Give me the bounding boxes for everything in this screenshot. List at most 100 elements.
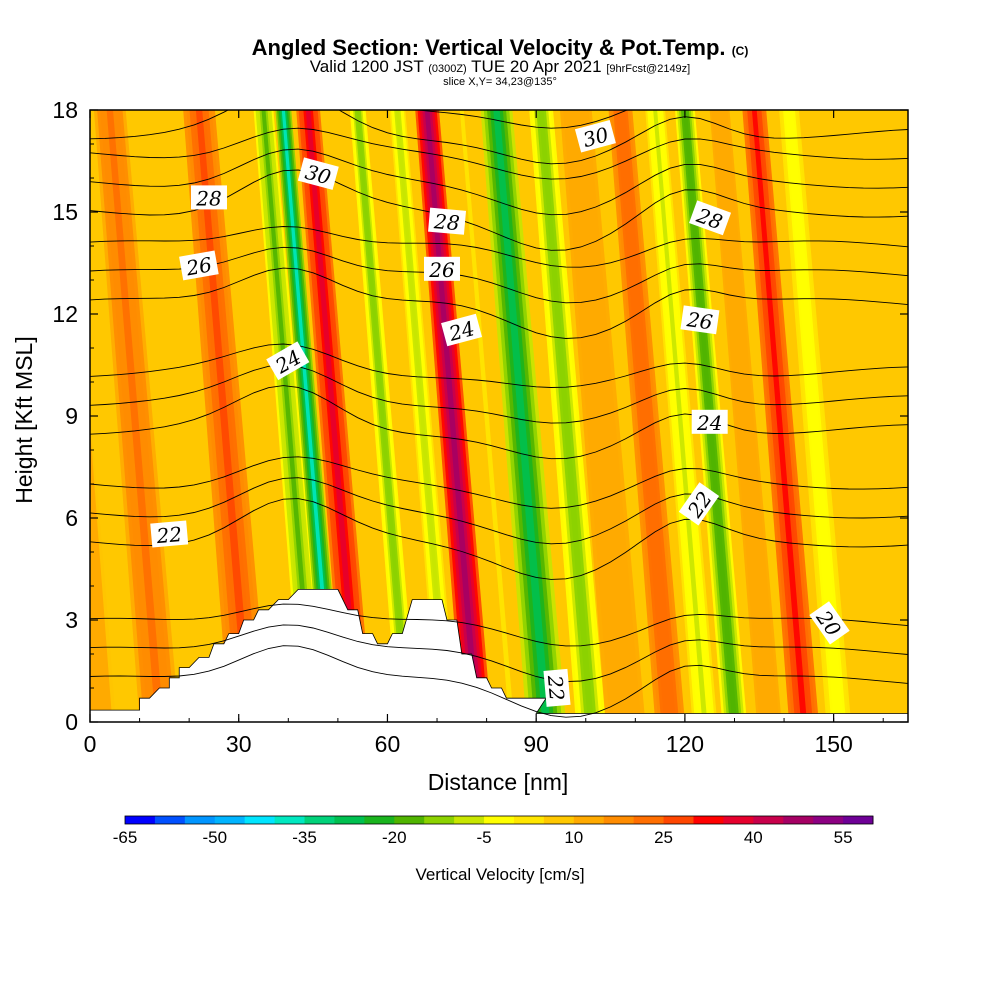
contour-label: 22 [150, 520, 189, 548]
colorbar-label: -20 [382, 828, 407, 847]
x-tick-label: 60 [375, 731, 401, 757]
velocity-band [608, 110, 685, 722]
velocity-band-layer [90, 162, 137, 722]
velocity-band-layer [305, 110, 361, 722]
velocity-band [529, 110, 606, 722]
velocity-band [93, 110, 180, 722]
velocity-band [296, 110, 373, 722]
contour-label-box [266, 341, 310, 381]
velocity-band [811, 110, 889, 722]
theta-contour-line [90, 127, 908, 180]
theta-contour-line [90, 477, 908, 545]
colorbar-label: 10 [564, 828, 583, 847]
velocity-band [228, 110, 301, 722]
contour-label-text: 22 [543, 673, 569, 701]
colorbar-swatch [843, 816, 874, 824]
contour-label-text: 24 [696, 411, 722, 435]
contour-label-box [678, 482, 720, 526]
y-tick-label: 0 [65, 709, 78, 735]
colorbar-swatch [364, 816, 395, 824]
colorbar-swatch [394, 816, 425, 824]
contour-label-box [150, 520, 189, 548]
contour-label-text: 26 [685, 307, 715, 334]
velocity-band [374, 110, 442, 722]
colorbar-swatch [304, 816, 335, 824]
velocity-band-layer [281, 110, 335, 722]
contour-label-box [680, 305, 720, 335]
velocity-band-layer [90, 196, 134, 722]
colorbar-swatch [543, 816, 575, 824]
colorbar-swatch [693, 816, 724, 824]
theta-contour-line [90, 246, 908, 304]
contour-label-text: 28 [432, 209, 460, 235]
slice-label: slice X,Y= 34,23@135° [443, 76, 557, 88]
velocity-band-layer [395, 110, 449, 722]
y-tick-label: 18 [52, 97, 78, 123]
velocity-band-layer [653, 110, 708, 722]
y-tick-label: 6 [65, 505, 78, 531]
colorbar-swatch [214, 816, 246, 824]
colorbar-title: Vertical Velocity [cm/s] [415, 865, 584, 884]
velocity-band [275, 110, 343, 722]
theta-contour-line [90, 110, 629, 129]
colorbar-swatch [573, 816, 605, 824]
theta-contour-line [90, 385, 908, 460]
theta-contour-line [90, 267, 908, 339]
colorbar-label: 55 [834, 828, 853, 847]
theta-contour-line [90, 110, 908, 165]
velocity-band-layer [90, 128, 141, 722]
colorbar-swatch [813, 816, 844, 824]
theta-contour-line [90, 624, 908, 683]
contour-label: 28 [190, 185, 227, 210]
colorbar-swatch [184, 816, 216, 824]
velocity-band [480, 110, 566, 722]
contour-label-box [179, 250, 219, 281]
velocity-band-layer [493, 110, 551, 722]
colorbar-label: -35 [292, 828, 317, 847]
theta-contour-line [90, 364, 908, 424]
colorbar-swatch [244, 816, 276, 824]
x-tick-label: 0 [84, 731, 97, 757]
colorbar-swatch [663, 816, 694, 824]
contour-label-box [190, 185, 227, 210]
colorbar-swatch [783, 816, 814, 824]
velocity-band [451, 110, 524, 722]
velocity-band-layer [90, 559, 104, 722]
contour-label-box [423, 256, 460, 281]
theta-contour-line [90, 226, 908, 268]
contour-label-text: 22 [155, 522, 183, 548]
contour-label: 24 [691, 409, 728, 435]
velocity-field [90, 110, 908, 722]
theta-contour-line [90, 343, 908, 388]
contour-label-box [543, 668, 571, 707]
velocity-band [742, 110, 819, 722]
contour-label-box [574, 119, 616, 153]
y-axis-title: Height [Kft MSL] [11, 336, 37, 503]
colorbar-swatch [334, 816, 365, 824]
contour-label-text: 26 [428, 258, 455, 282]
y-tick-label: 15 [52, 199, 78, 225]
velocity-band-layer [618, 110, 674, 722]
colorbar-swatch [603, 816, 635, 824]
colorbar-swatch [513, 816, 545, 824]
theta-contour-line [90, 498, 908, 580]
colorbar-swatch [154, 816, 186, 824]
contour-label-box [297, 157, 339, 190]
colorbar-swatch [424, 816, 455, 824]
x-tick-label: 90 [523, 731, 549, 757]
contour-label-box [691, 409, 728, 434]
velocity-band [779, 110, 851, 722]
velocity-band [645, 110, 718, 722]
velocity-band-layer [787, 110, 842, 722]
colorbar-label: -5 [476, 828, 491, 847]
theta-contour-line [90, 148, 908, 216]
velocity-band [253, 110, 326, 722]
y-tick-label: 9 [65, 403, 78, 429]
contour-label-box [428, 207, 467, 235]
contour-label: 26 [680, 305, 720, 335]
colorbar-label: 40 [744, 828, 763, 847]
theta-contour-line [90, 603, 908, 647]
colorbar-swatch [454, 816, 485, 824]
theta-contour-line [90, 456, 908, 509]
